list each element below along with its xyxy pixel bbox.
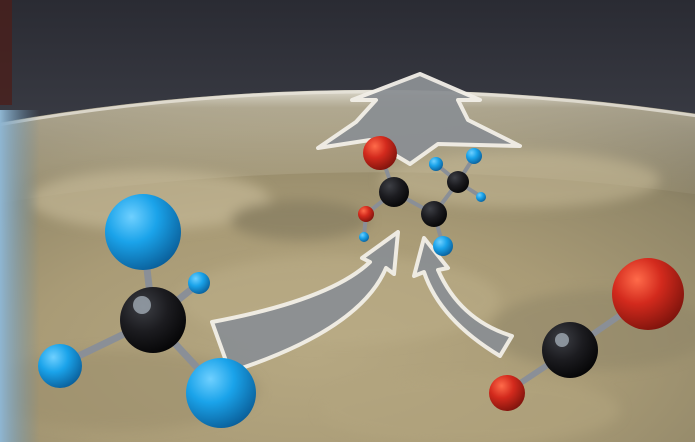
oxygen-atom: [489, 375, 525, 411]
hydrogen-atom: [38, 344, 82, 388]
hydrogen-atom: [105, 194, 181, 270]
atom-highlight: [133, 296, 151, 314]
carbon-atom: [120, 287, 186, 353]
atom-highlight: [555, 333, 569, 347]
oxygen-atom: [358, 206, 374, 222]
hydrogen-atom: [466, 148, 482, 164]
ocean-edge: [0, 110, 40, 442]
hydrogen-atom: [188, 272, 210, 294]
hydrogen-atom: [476, 192, 486, 202]
carbon-atom: [421, 201, 447, 227]
horizon-line: [0, 90, 695, 127]
carbon-atom: [542, 322, 598, 378]
dark-corner: [0, 0, 12, 105]
carbon-atom: [379, 177, 409, 207]
carbon-monoxide-molecule: [489, 258, 684, 411]
methane-molecule: [38, 194, 256, 428]
reaction-arrows: [210, 72, 522, 374]
carbon-atom: [447, 171, 469, 193]
hydrogen-atom: [359, 232, 369, 242]
oxygen-atom: [612, 258, 684, 330]
oxygen-atom: [363, 136, 397, 170]
up-arrow-icon: [316, 72, 522, 166]
curved-arrow-icon: [210, 230, 400, 374]
hydrogen-atom: [429, 157, 443, 171]
hydrogen-atom: [186, 358, 256, 428]
small-organic-molecule: [358, 136, 486, 256]
hydrogen-atom: [433, 236, 453, 256]
